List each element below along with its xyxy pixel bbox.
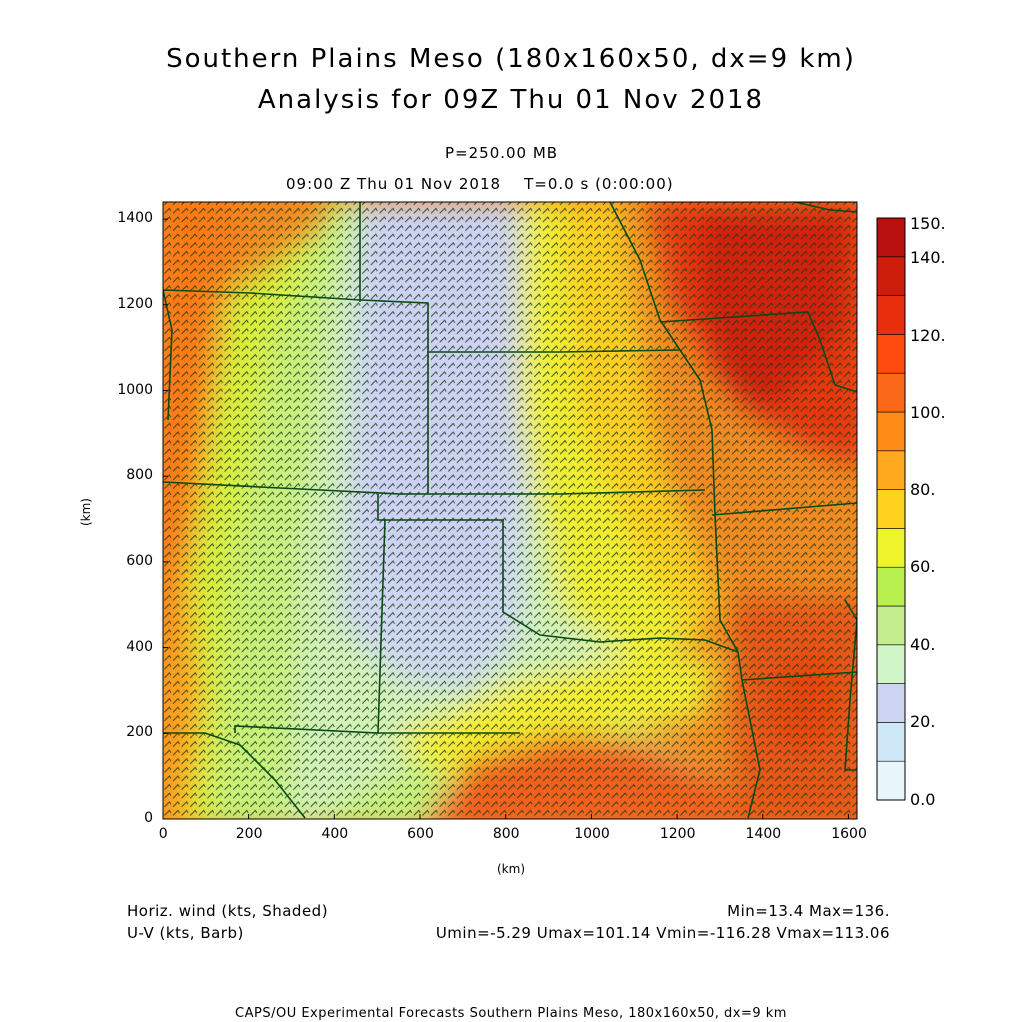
colorbar-frame: [876, 217, 906, 801]
pressure-level: P=250.00 MB: [445, 144, 559, 162]
colorbar-segment: [876, 489, 906, 529]
shaded-field-label: Horiz. wind (kts, Shaded): [127, 902, 329, 920]
y-tick-label: 0: [144, 810, 153, 826]
y-tick-label: 1400: [117, 210, 153, 227]
x-tick-label: 0: [158, 826, 168, 842]
colorbar-label: 20.: [910, 712, 936, 731]
x-tick-label: 1200: [659, 826, 696, 842]
colorbar-label: 60.: [910, 557, 936, 576]
colorbar-segment: [876, 683, 906, 723]
colorbar-segment: [876, 566, 906, 607]
x-tick-label: 600: [407, 826, 434, 842]
y-tick-label: 400: [126, 638, 153, 655]
colorbar-label: 140.: [910, 248, 946, 267]
uv-statistics: Umin=-5.29 Umax=101.14 Vmin=-116.28 Vmax…: [435, 924, 890, 942]
colorbar-label: 80.: [910, 480, 936, 499]
y-tick-label: 600: [126, 552, 153, 569]
state-borders: [163, 202, 857, 819]
colorbar-segment: [876, 295, 906, 335]
x-axis-label: (km): [497, 862, 526, 876]
valid-time: 09:00 Z Thu 01 Nov 2018 T=0.0 s (0:00:00…: [286, 175, 674, 193]
colorbar-label: 40.: [910, 635, 936, 654]
colorbar-segment: [876, 450, 906, 490]
colorbar-label: 0.0: [910, 790, 936, 809]
min-max-values: Min=13.4 Max=136.: [727, 902, 890, 920]
x-tick-label: 400: [321, 826, 349, 842]
colorbar-label: 100.: [910, 403, 946, 422]
colorbar-label: 120.: [910, 326, 946, 345]
y-tick-label: 1000: [117, 381, 153, 398]
wind-barbs: [163, 202, 857, 819]
colorbar-label: 150.: [910, 214, 946, 233]
x-tick-label: 1400: [745, 826, 782, 842]
y-tick-label: 800: [126, 467, 153, 484]
y-tick-label: 200: [126, 724, 153, 741]
colorbar-segment: [876, 334, 906, 374]
plot-frame: [162, 201, 858, 820]
colorbar-segment: [876, 372, 906, 413]
colorbar: [876, 217, 906, 801]
chart-subtitle: Analysis for 09Z Thu 01 Nov 2018: [257, 85, 765, 115]
x-tick-label: 800: [492, 826, 520, 842]
colorbar-segment: [876, 411, 906, 452]
colorbar-segment: [876, 760, 906, 801]
colorbar-segment: [876, 256, 906, 296]
colorbar-segment: [876, 217, 906, 258]
colorbar-segment: [876, 722, 906, 762]
colorbar-segment: [876, 528, 906, 568]
x-tick-label: 1600: [831, 826, 867, 842]
colorbar-segment: [876, 644, 906, 684]
y-tick-marks: [163, 218, 168, 820]
colorbar-segment: [876, 605, 906, 646]
barb-field-label: U-V (kts, Barb): [127, 924, 244, 942]
y-tick-label: 1200: [117, 295, 153, 312]
x-tick-label: 1000: [574, 826, 610, 842]
chart-title: Southern Plains Meso (180x160x50, dx=9 k…: [166, 44, 856, 74]
credit-line: CAPS/OU Experimental Forecasts Southern …: [235, 1006, 787, 1021]
wind-speed-shading: [163, 202, 857, 819]
x-tick-label: 200: [235, 826, 263, 842]
x-tick-marks: [162, 814, 849, 819]
y-axis-label: (km): [79, 497, 94, 527]
